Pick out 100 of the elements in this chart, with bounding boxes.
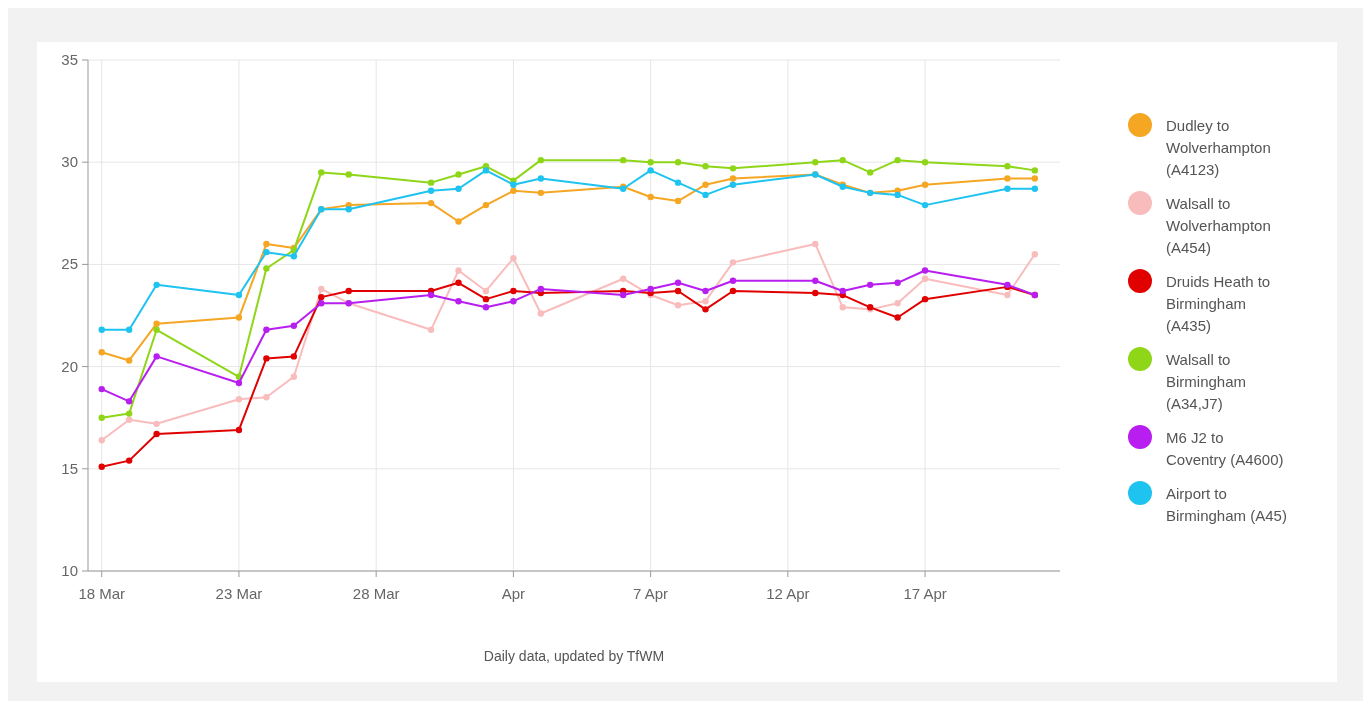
point xyxy=(263,355,270,362)
point xyxy=(812,240,819,248)
point xyxy=(290,322,298,329)
point xyxy=(510,287,517,295)
point xyxy=(647,285,654,293)
point xyxy=(729,259,737,266)
point xyxy=(455,267,462,274)
point xyxy=(290,373,298,381)
point xyxy=(674,159,682,166)
y-tick-label: 30 xyxy=(61,153,78,171)
point xyxy=(455,297,462,305)
point xyxy=(1004,163,1011,170)
point xyxy=(839,156,846,164)
point xyxy=(1004,291,1011,299)
x-tick-label: 17 Apr xyxy=(903,585,947,602)
point xyxy=(427,291,435,299)
point xyxy=(263,248,270,256)
legend-label: Walsall to Birmingham (A34,J7) xyxy=(1166,351,1247,412)
point xyxy=(839,304,846,311)
point xyxy=(921,201,929,209)
point xyxy=(866,169,874,176)
y-tick-label: 20 xyxy=(61,357,78,375)
x-tick-label: 12 Apr xyxy=(766,585,810,602)
point xyxy=(729,165,737,172)
legend-label: Walsall to Wolverhampton (A454) xyxy=(1166,195,1271,256)
point xyxy=(125,398,133,405)
point xyxy=(619,291,627,299)
point xyxy=(619,275,627,282)
point xyxy=(894,314,901,321)
point xyxy=(125,457,133,464)
point xyxy=(482,167,490,174)
point xyxy=(510,297,517,305)
point xyxy=(455,185,462,192)
point xyxy=(427,326,435,334)
point xyxy=(1031,175,1039,182)
point xyxy=(702,181,709,188)
point xyxy=(619,156,627,164)
x-tick-label: 28 Mar xyxy=(352,585,400,602)
point xyxy=(866,281,874,289)
point xyxy=(1004,175,1011,182)
point xyxy=(263,240,270,248)
point xyxy=(98,326,105,334)
point xyxy=(290,353,298,360)
point xyxy=(125,410,133,417)
point xyxy=(235,396,243,403)
point xyxy=(510,255,517,262)
point xyxy=(674,179,682,186)
point xyxy=(153,281,160,289)
point xyxy=(647,193,654,201)
point xyxy=(537,310,545,317)
point xyxy=(427,187,435,195)
point xyxy=(263,326,270,334)
point xyxy=(318,169,325,176)
legend-label: Dudley to Wolverhampton (A4123) xyxy=(1166,117,1271,178)
point xyxy=(894,300,901,307)
point xyxy=(235,426,243,434)
point xyxy=(427,199,435,207)
point xyxy=(455,279,462,286)
point xyxy=(263,394,270,401)
point xyxy=(345,206,352,213)
point xyxy=(537,189,545,197)
point xyxy=(702,287,709,295)
text: Daily data, updated by TfWM xyxy=(483,648,665,664)
point xyxy=(98,349,105,356)
point xyxy=(674,302,682,309)
point xyxy=(125,326,133,334)
point xyxy=(702,297,709,305)
point xyxy=(153,420,160,428)
point xyxy=(921,181,929,188)
point xyxy=(647,159,654,166)
point xyxy=(921,275,929,282)
point xyxy=(674,197,682,205)
point xyxy=(921,267,929,274)
point xyxy=(153,320,160,327)
legend-label: Airport to Birmingham (A45) xyxy=(1166,485,1287,524)
point xyxy=(729,277,737,284)
point xyxy=(1031,250,1039,258)
point xyxy=(318,300,325,307)
point xyxy=(894,156,901,164)
x-tick-label: 18 Mar xyxy=(78,585,126,602)
point xyxy=(729,181,737,188)
point xyxy=(921,159,929,166)
y-tick-label: 25 xyxy=(61,255,78,273)
point xyxy=(455,218,462,225)
x-tick-label: Apr xyxy=(501,585,526,602)
point xyxy=(647,167,654,174)
point xyxy=(812,289,819,297)
point xyxy=(98,414,105,421)
point xyxy=(702,191,709,199)
point xyxy=(894,191,901,199)
point xyxy=(812,277,819,284)
point xyxy=(455,171,462,178)
x-tick-label: 7 Apr xyxy=(633,585,669,602)
point xyxy=(98,385,105,393)
point xyxy=(674,287,682,295)
point xyxy=(1031,185,1039,192)
point xyxy=(674,279,682,286)
point xyxy=(921,295,929,303)
point xyxy=(839,287,846,295)
point xyxy=(427,179,435,186)
